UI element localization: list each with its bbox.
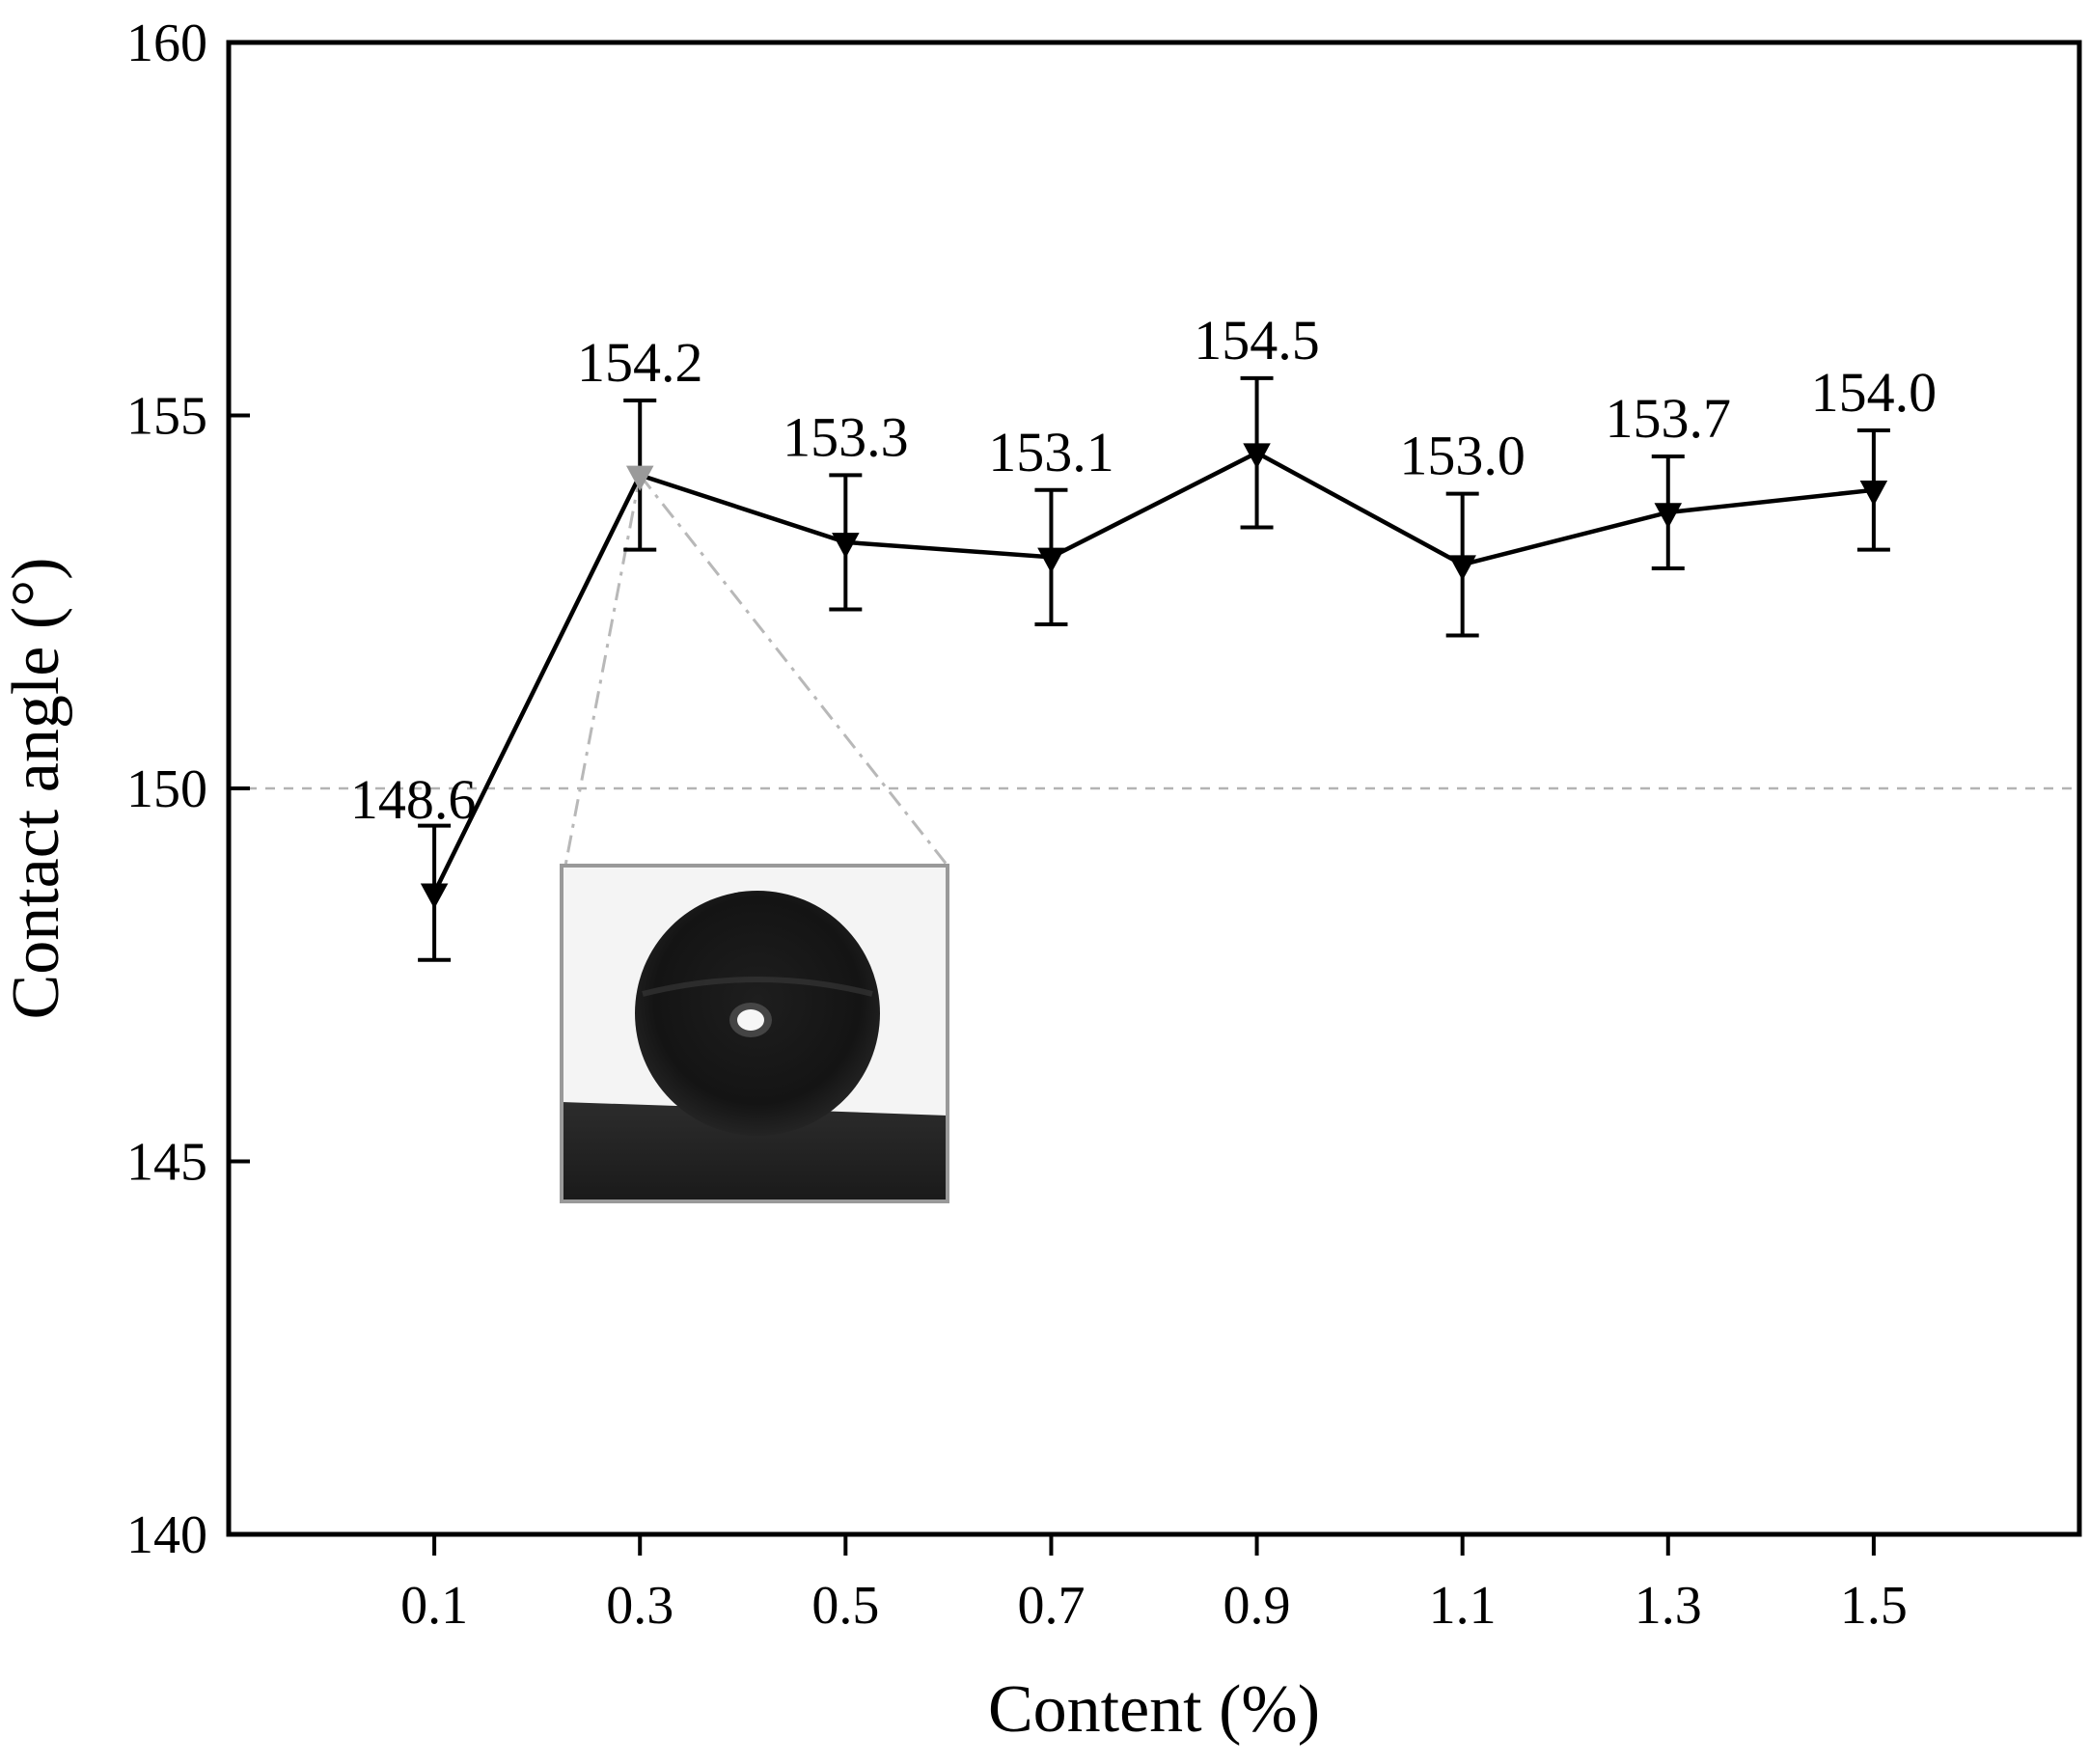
inset-connector-left: [563, 475, 642, 867]
droplet-inset: [560, 864, 949, 1203]
down-triangle-marker: [1243, 443, 1271, 469]
down-triangle-marker: [625, 465, 654, 491]
x-tick-label: 0.5: [811, 1576, 879, 1636]
inset-droplet-reflection: [737, 1009, 764, 1031]
x-tick-label: 0.1: [400, 1576, 468, 1636]
value-label: 153.1: [988, 421, 1114, 483]
y-axis-title: Contact angle (°): [0, 558, 73, 1020]
down-triangle-marker: [1037, 547, 1065, 573]
down-triangle-marker: [832, 533, 860, 559]
x-tick-label: 0.7: [1017, 1576, 1085, 1636]
value-label: 153.7: [1606, 387, 1732, 450]
value-label: 148.6: [350, 768, 477, 831]
value-label: 153.0: [1399, 425, 1526, 487]
inset-frame: [560, 864, 949, 1203]
down-triangle-marker: [1448, 555, 1476, 581]
down-triangle-marker: [420, 883, 449, 909]
data-point-1.3: 153.7: [1606, 387, 1732, 570]
x-tick-label: 0.3: [606, 1576, 673, 1636]
inset-substrate: [562, 1102, 948, 1201]
x-tick-label: 1.5: [1840, 1576, 1908, 1636]
down-triangle-marker: [1654, 503, 1683, 529]
series-line: [432, 450, 1875, 895]
value-label: 154.0: [1811, 361, 1938, 424]
x-tick-label: 1.3: [1635, 1576, 1702, 1636]
data-point-0.7: 153.1: [988, 421, 1114, 626]
x-tick-label: 0.9: [1223, 1576, 1291, 1636]
y-tick-label: 140: [126, 1505, 207, 1565]
data-point-0.3: 154.2: [577, 331, 703, 552]
y-tick-label: 155: [126, 387, 207, 447]
x-tick-label: 1.1: [1429, 1576, 1497, 1636]
y-tick-label: 160: [126, 14, 207, 73]
data-point-0.9: 154.5: [1194, 309, 1320, 530]
data-point-0.5: 153.3: [783, 405, 909, 612]
value-label: 154.5: [1194, 309, 1320, 372]
value-label: 153.3: [783, 405, 909, 468]
data-point-0.1: 148.6: [350, 768, 477, 962]
data-point-1.5: 154.0: [1811, 361, 1938, 552]
down-triangle-marker: [1859, 481, 1888, 507]
x-axis-title: Content (%): [988, 1672, 1320, 1747]
value-label: 154.2: [577, 331, 703, 394]
data-point-1.1: 153.0: [1399, 425, 1526, 638]
y-tick-label: 145: [126, 1133, 207, 1193]
inset-connector-right: [639, 474, 949, 867]
y-tick-label: 150: [126, 759, 207, 819]
